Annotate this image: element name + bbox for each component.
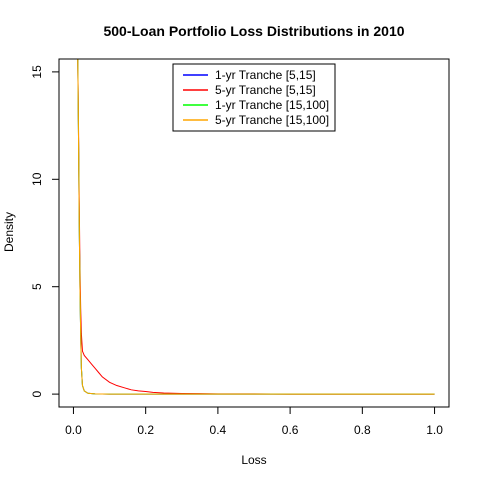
legend: 1-yr Tranche [5,15]5-yr Tranche [5,15]1-…: [172, 63, 336, 132]
legend-label-3: 1-yr Tranche [15,100]: [215, 98, 329, 112]
y-tick-label: 5: [30, 283, 44, 290]
x-tick-label: 1.0: [426, 423, 443, 437]
series-line-4: [77, 59, 435, 395]
y-tick-label: 15: [30, 65, 44, 79]
x-tick-label: 0.2: [137, 423, 154, 437]
y-tick-label: 0: [30, 390, 44, 397]
legend-label-4: 5-yr Tranche [15,100]: [215, 113, 329, 127]
y-axis-label: Density: [2, 212, 16, 252]
chart-title: 500-Loan Portfolio Loss Distributions in…: [103, 23, 404, 39]
x-tick-label: 0.8: [354, 423, 371, 437]
plot-frame: [58, 58, 450, 408]
x-tick-label: 0.0: [65, 423, 82, 437]
y-tick-label: 10: [30, 172, 44, 186]
x-tick-label: 0.4: [210, 423, 227, 437]
legend-label-2: 5-yr Tranche [5,15]: [215, 83, 316, 97]
x-tick-label: 0.6: [282, 423, 299, 437]
plot-area: [77, 59, 435, 395]
legend-label-1: 1-yr Tranche [5,15]: [215, 68, 316, 82]
x-axis-label: Loss: [241, 453, 266, 467]
